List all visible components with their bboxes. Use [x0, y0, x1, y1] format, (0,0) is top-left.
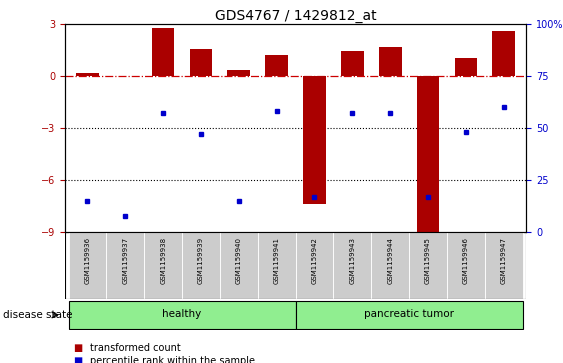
Text: GSM1159937: GSM1159937: [122, 237, 128, 284]
Text: GSM1159939: GSM1159939: [198, 237, 204, 284]
Text: disease state: disease state: [3, 310, 72, 320]
Bar: [190, 49, 212, 76]
Bar: [333, 232, 371, 299]
Bar: [296, 232, 333, 299]
Bar: [182, 232, 220, 299]
Bar: [409, 232, 447, 299]
Text: GSM1159945: GSM1159945: [425, 237, 431, 284]
Bar: [220, 232, 258, 299]
Bar: [341, 50, 364, 76]
Bar: [227, 70, 250, 76]
Bar: [447, 232, 485, 299]
Text: pancreatic tumor: pancreatic tumor: [364, 309, 454, 319]
Text: GSM1159942: GSM1159942: [311, 237, 318, 284]
Bar: [493, 32, 515, 76]
Text: percentile rank within the sample: percentile rank within the sample: [90, 356, 255, 363]
Text: GSM1159938: GSM1159938: [160, 237, 166, 284]
Bar: [454, 57, 477, 76]
Bar: [379, 47, 401, 76]
Text: GSM1159944: GSM1159944: [387, 237, 393, 284]
Bar: [76, 73, 99, 76]
Text: GSM1159941: GSM1159941: [274, 237, 280, 284]
Bar: [296, 301, 522, 329]
Text: GSM1159936: GSM1159936: [84, 237, 91, 284]
Text: ■: ■: [73, 356, 82, 363]
Text: GSM1159943: GSM1159943: [349, 237, 355, 284]
Bar: [144, 232, 182, 299]
Bar: [258, 232, 296, 299]
Text: ■: ■: [73, 343, 82, 353]
Bar: [265, 55, 288, 76]
Bar: [417, 76, 439, 241]
Bar: [69, 232, 106, 299]
Text: transformed count: transformed count: [90, 343, 181, 353]
Text: GSM1159946: GSM1159946: [463, 237, 469, 284]
Bar: [106, 232, 144, 299]
Text: GSM1159940: GSM1159940: [236, 237, 242, 284]
Bar: [485, 232, 522, 299]
Text: healthy: healthy: [163, 309, 202, 319]
Bar: [69, 301, 296, 329]
Bar: [303, 76, 326, 204]
Bar: [371, 232, 409, 299]
Bar: [152, 28, 175, 76]
Text: GSM1159947: GSM1159947: [501, 237, 507, 284]
Title: GDS4767 / 1429812_at: GDS4767 / 1429812_at: [215, 9, 377, 23]
